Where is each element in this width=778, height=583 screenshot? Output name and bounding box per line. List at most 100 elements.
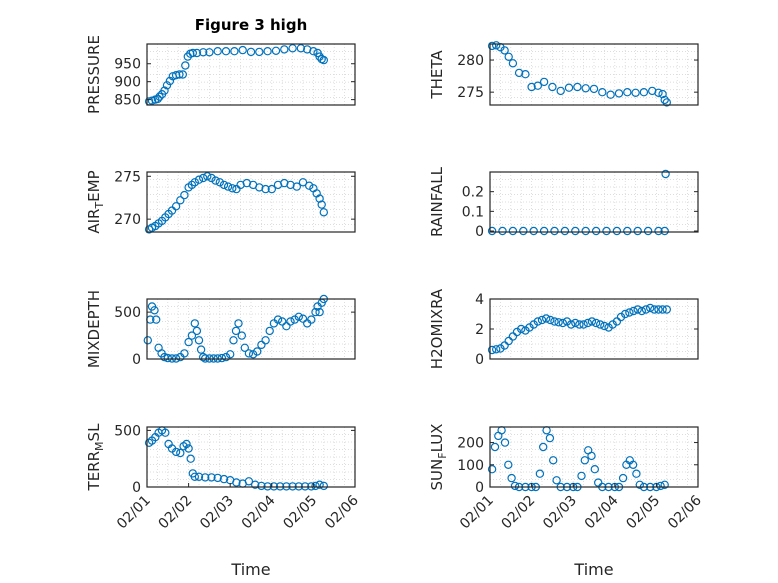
x-tick-label: 02/04 bbox=[239, 492, 279, 532]
panel-3: 270 275 AIRTEMP bbox=[85, 169, 356, 234]
data-point bbox=[309, 47, 318, 56]
axes-frame bbox=[146, 171, 356, 233]
data-point bbox=[514, 68, 524, 78]
y-tick-label: 200 bbox=[457, 436, 484, 452]
data-point bbox=[490, 442, 500, 452]
data-point bbox=[286, 317, 295, 326]
y-tick-label: 0 bbox=[132, 352, 141, 368]
data-point bbox=[250, 480, 260, 489]
data-point bbox=[633, 305, 642, 314]
data-point bbox=[319, 481, 328, 491]
data-point bbox=[542, 314, 551, 323]
data-point bbox=[244, 349, 254, 358]
data-point bbox=[591, 318, 601, 328]
data-point bbox=[263, 482, 272, 491]
data-point bbox=[504, 52, 513, 62]
data-point bbox=[492, 41, 501, 50]
data-series bbox=[144, 44, 328, 106]
data-point bbox=[606, 90, 615, 99]
data-point bbox=[257, 481, 266, 491]
data-point bbox=[163, 353, 172, 363]
data-point bbox=[184, 444, 193, 453]
data-point bbox=[560, 226, 570, 236]
data-point bbox=[602, 226, 611, 236]
data-point bbox=[230, 47, 239, 56]
x-tick-label: 02/03 bbox=[540, 493, 580, 533]
data-point bbox=[545, 433, 555, 443]
data-point bbox=[661, 169, 670, 179]
data-point bbox=[539, 77, 549, 87]
data-point bbox=[625, 308, 634, 317]
data-series bbox=[487, 303, 672, 355]
y-tick-label: 280 bbox=[457, 53, 484, 69]
data-point bbox=[213, 473, 222, 483]
data-point bbox=[237, 331, 246, 340]
y-axis-label: THETA bbox=[428, 50, 446, 100]
data-point bbox=[577, 471, 586, 481]
data-point bbox=[221, 47, 231, 56]
axes-frame bbox=[489, 171, 699, 233]
y-tick-label: 275 bbox=[114, 169, 141, 185]
panel-5: 0 500 MIXDEPTH bbox=[85, 290, 356, 368]
data-point bbox=[190, 178, 199, 187]
data-point bbox=[211, 176, 220, 185]
data-point bbox=[200, 473, 210, 482]
data-point bbox=[192, 326, 202, 336]
data-point bbox=[635, 480, 645, 489]
x-tick-label: 02/04 bbox=[582, 492, 622, 532]
y-tick-label: 500 bbox=[114, 305, 141, 321]
data-point bbox=[207, 173, 216, 183]
data-point bbox=[639, 87, 649, 97]
data-point bbox=[311, 481, 320, 491]
data-point bbox=[280, 45, 289, 54]
data-series bbox=[143, 294, 328, 363]
y-axis-label: SUNFLUX bbox=[428, 424, 449, 491]
data-point bbox=[178, 70, 187, 79]
data-point bbox=[234, 319, 243, 328]
data-point bbox=[492, 345, 501, 354]
data-point bbox=[487, 41, 497, 51]
data-point bbox=[614, 89, 624, 98]
data-point bbox=[631, 88, 640, 98]
x-tick-label: 02/01 bbox=[457, 493, 497, 533]
data-point bbox=[539, 226, 549, 236]
grid bbox=[490, 44, 698, 105]
data-point bbox=[182, 439, 191, 449]
data-point bbox=[533, 317, 543, 326]
data-point bbox=[508, 226, 518, 236]
data-point bbox=[219, 474, 229, 484]
data-point bbox=[198, 352, 208, 362]
data-point bbox=[244, 477, 254, 486]
data-point bbox=[660, 95, 669, 105]
data-point bbox=[654, 88, 663, 98]
data-point bbox=[265, 326, 274, 336]
data-point bbox=[637, 306, 647, 316]
data-point bbox=[623, 226, 632, 236]
data-point bbox=[564, 83, 574, 92]
data-point bbox=[575, 320, 584, 329]
grid bbox=[490, 172, 698, 232]
data-point bbox=[188, 48, 197, 58]
x-tick-label: 02/05 bbox=[623, 493, 663, 533]
data-point bbox=[162, 81, 172, 90]
axes-frame bbox=[489, 426, 699, 488]
data-point bbox=[632, 469, 641, 478]
grid bbox=[147, 44, 355, 105]
x-tick-label: 02/05 bbox=[280, 493, 320, 533]
data-point bbox=[500, 438, 510, 447]
data-point bbox=[537, 315, 547, 325]
data-point bbox=[155, 92, 164, 101]
y-tick-label: 0.1 bbox=[462, 204, 484, 220]
data-point bbox=[549, 456, 558, 465]
y-axis-label: H2OMIXRA bbox=[428, 288, 446, 369]
grid bbox=[147, 427, 355, 487]
data-point bbox=[231, 326, 241, 336]
data-point bbox=[261, 336, 270, 345]
data-series bbox=[487, 169, 670, 236]
data-series bbox=[487, 41, 672, 107]
y-tick-label: 2 bbox=[475, 322, 484, 338]
data-point bbox=[267, 184, 276, 194]
data-point bbox=[319, 55, 328, 65]
data-point bbox=[282, 482, 291, 491]
data-point bbox=[550, 317, 559, 326]
